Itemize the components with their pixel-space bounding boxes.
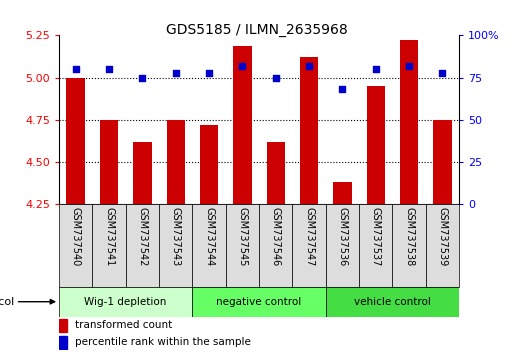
Text: GSM737540: GSM737540 bbox=[71, 207, 81, 266]
Point bbox=[339, 87, 347, 92]
Bar bbox=[392, 204, 426, 287]
Point bbox=[238, 63, 246, 69]
Bar bbox=[192, 204, 226, 287]
Bar bbox=[259, 204, 292, 287]
Bar bbox=[200, 125, 218, 204]
Bar bbox=[92, 204, 126, 287]
Bar bbox=[133, 142, 151, 204]
Text: GSM737539: GSM737539 bbox=[438, 207, 447, 266]
Point bbox=[305, 63, 313, 69]
Bar bbox=[192, 287, 326, 317]
Text: GSM737544: GSM737544 bbox=[204, 207, 214, 266]
Point bbox=[205, 70, 213, 75]
Bar bbox=[426, 204, 459, 287]
Text: GSM737543: GSM737543 bbox=[171, 207, 181, 266]
Text: GSM737542: GSM737542 bbox=[137, 207, 147, 266]
Bar bbox=[433, 120, 451, 204]
Point bbox=[139, 75, 147, 80]
Text: GSM737547: GSM737547 bbox=[304, 207, 314, 266]
Bar bbox=[167, 120, 185, 204]
Bar bbox=[233, 46, 251, 204]
Bar bbox=[326, 287, 459, 317]
Bar bbox=[100, 120, 118, 204]
Bar bbox=[326, 204, 359, 287]
Text: GSM737536: GSM737536 bbox=[338, 207, 347, 266]
Text: Wig-1 depletion: Wig-1 depletion bbox=[85, 297, 167, 307]
Bar bbox=[300, 57, 318, 204]
Point bbox=[405, 63, 413, 69]
Point bbox=[71, 66, 80, 72]
Bar bbox=[59, 287, 192, 317]
Text: percentile rank within the sample: percentile rank within the sample bbox=[75, 337, 251, 347]
Point bbox=[371, 66, 380, 72]
Bar bbox=[67, 78, 85, 204]
Text: GDS5185 / ILMN_2635968: GDS5185 / ILMN_2635968 bbox=[166, 23, 347, 37]
Bar bbox=[226, 204, 259, 287]
Text: GSM737537: GSM737537 bbox=[371, 207, 381, 266]
Text: GSM737545: GSM737545 bbox=[238, 207, 247, 266]
Bar bbox=[333, 182, 351, 204]
Bar bbox=[367, 86, 385, 204]
Bar bbox=[159, 204, 192, 287]
Point bbox=[171, 70, 180, 75]
Bar bbox=[359, 204, 392, 287]
Point bbox=[438, 70, 446, 75]
Text: negative control: negative control bbox=[216, 297, 302, 307]
Bar bbox=[59, 204, 92, 287]
Bar bbox=[292, 204, 326, 287]
Bar bbox=[126, 204, 159, 287]
Bar bbox=[400, 40, 418, 204]
Text: GSM737541: GSM737541 bbox=[104, 207, 114, 266]
Point bbox=[272, 75, 280, 80]
Bar bbox=[59, 336, 67, 349]
Bar bbox=[59, 319, 67, 332]
Text: vehicle control: vehicle control bbox=[354, 297, 431, 307]
Bar bbox=[267, 142, 285, 204]
Text: GSM737538: GSM737538 bbox=[404, 207, 414, 266]
Text: GSM737546: GSM737546 bbox=[271, 207, 281, 266]
Point bbox=[105, 66, 113, 72]
Text: transformed count: transformed count bbox=[75, 320, 172, 331]
Text: protocol: protocol bbox=[0, 297, 14, 307]
